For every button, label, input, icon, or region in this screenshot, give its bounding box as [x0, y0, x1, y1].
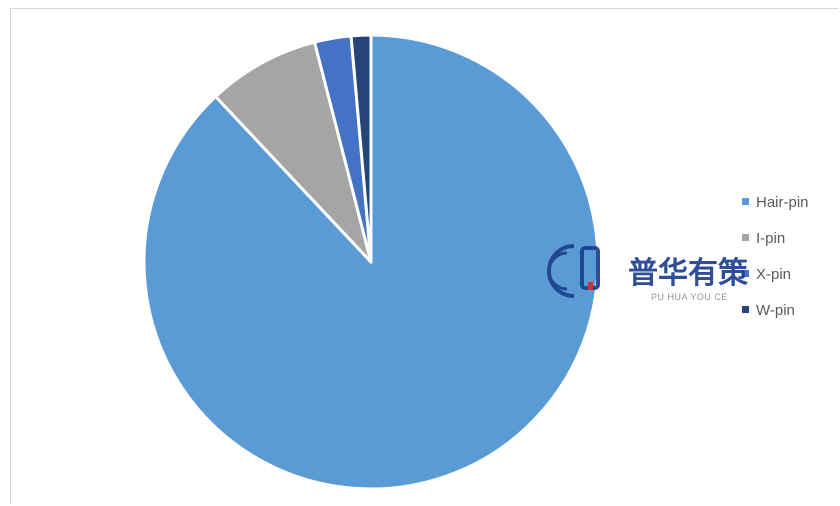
legend-swatch: [742, 306, 749, 313]
watermark-text: 普华有策: [628, 256, 748, 291]
legend-label: X-pin: [756, 266, 791, 283]
legend-item-w-pin: W-pin: [742, 302, 795, 319]
legend-item-i-pin: I-pin: [742, 230, 785, 247]
legend: Hair-pin I-pin X-pin W-pin: [742, 194, 809, 319]
chart-frame: [10, 8, 838, 504]
watermark-icon: [547, 244, 600, 298]
legend-label: Hair-pin: [756, 194, 809, 211]
watermark-logo: 普华有策 PU HUA YOU CE: [547, 244, 748, 302]
legend-item-x-pin: X-pin: [742, 266, 791, 283]
pie-slices: [142, 33, 600, 491]
legend-swatch: [742, 270, 749, 277]
legend-swatch: [742, 198, 749, 205]
pie-slice-w-pin: [349, 33, 373, 264]
pie-slice-i-pin: [214, 40, 373, 264]
legend-label: W-pin: [756, 302, 795, 319]
legend-swatch: [742, 234, 749, 241]
legend-label: I-pin: [756, 230, 785, 247]
legend-item-hair-pin: Hair-pin: [742, 194, 809, 211]
watermark-subtext: PU HUA YOU CE: [651, 292, 728, 302]
